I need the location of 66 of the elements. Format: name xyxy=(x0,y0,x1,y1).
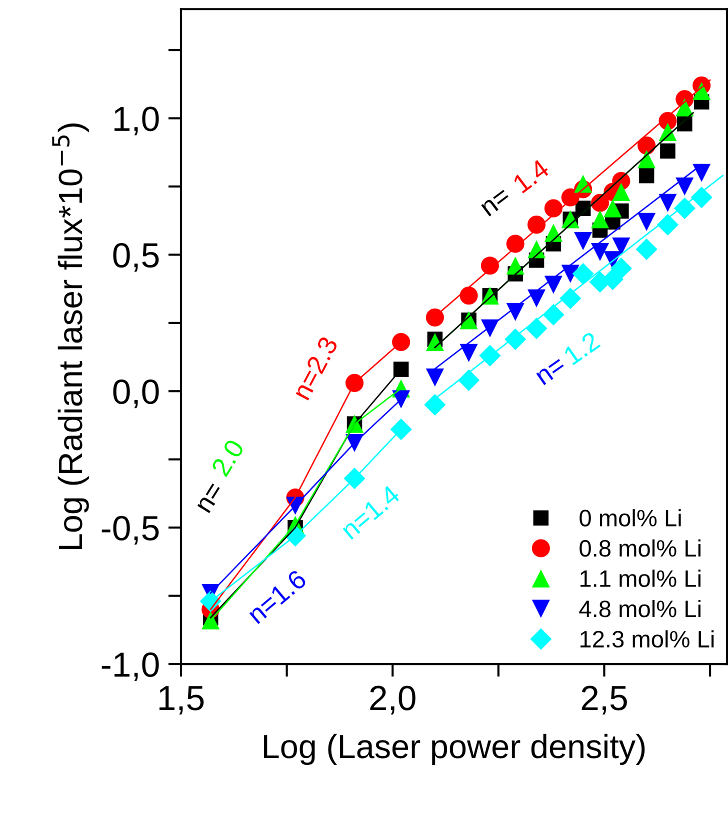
legend-label: 1.1 mol% Li xyxy=(580,570,700,588)
point xyxy=(676,177,694,196)
point xyxy=(479,344,501,366)
point xyxy=(692,82,711,100)
point xyxy=(604,199,622,218)
annotation: n= xyxy=(480,188,512,216)
point xyxy=(506,256,524,275)
point xyxy=(526,318,548,340)
point xyxy=(612,237,630,256)
point xyxy=(392,333,410,352)
point xyxy=(677,116,692,132)
point xyxy=(542,304,564,326)
legend-label: 4.8 mol% Li xyxy=(579,600,700,618)
x-tick-label: 2,5 xyxy=(582,686,627,714)
y-tick-label: -0,5 xyxy=(102,516,159,545)
point xyxy=(345,374,364,392)
point xyxy=(590,242,610,262)
point xyxy=(638,150,656,168)
point xyxy=(544,199,562,218)
point xyxy=(590,210,610,228)
point xyxy=(426,333,444,352)
point xyxy=(390,418,412,440)
point xyxy=(690,186,712,208)
point xyxy=(393,362,409,377)
point xyxy=(572,263,594,285)
point xyxy=(504,328,526,350)
y-tick-label: 0,0 xyxy=(113,379,159,408)
point xyxy=(480,256,499,275)
y-tick-label: 0,5 xyxy=(113,243,159,272)
point xyxy=(458,369,480,392)
legend-label: 0.8 mol% Li xyxy=(580,539,700,557)
legend-label: 0 mol% Li xyxy=(580,509,681,526)
annotation: 2.0 xyxy=(210,438,245,478)
y-tick-label: 1,0 xyxy=(114,106,159,136)
point xyxy=(636,238,658,260)
point xyxy=(610,258,632,280)
legend-label: 12.3 mol% Li xyxy=(580,630,714,648)
annotation: n=2.3 xyxy=(292,335,338,401)
annotation: n= xyxy=(197,482,224,514)
point xyxy=(574,232,592,250)
y-tick-label: -1,0 xyxy=(102,652,159,682)
point xyxy=(674,198,696,220)
point xyxy=(527,289,546,308)
point xyxy=(544,276,562,294)
x-tick-label: 1,5 xyxy=(159,686,204,714)
point xyxy=(656,214,679,236)
point xyxy=(638,168,654,184)
point xyxy=(202,611,220,630)
point xyxy=(544,224,562,242)
point xyxy=(426,368,444,387)
point xyxy=(460,344,478,362)
point xyxy=(426,308,444,326)
x-axis-title: Log (Laser power density) xyxy=(264,734,645,765)
point xyxy=(506,234,524,253)
point xyxy=(612,182,630,201)
point xyxy=(527,216,546,234)
point xyxy=(560,288,582,310)
point xyxy=(660,143,676,159)
point xyxy=(460,286,478,305)
point xyxy=(676,98,694,116)
annotation: 1.4 xyxy=(512,158,550,194)
point xyxy=(424,394,446,416)
y-axis-title: Log (Radiant laser flux*10$^{−5}$) xyxy=(52,124,89,550)
point xyxy=(638,212,656,231)
x-tick-label: 2,0 xyxy=(370,686,416,714)
point xyxy=(658,194,677,212)
